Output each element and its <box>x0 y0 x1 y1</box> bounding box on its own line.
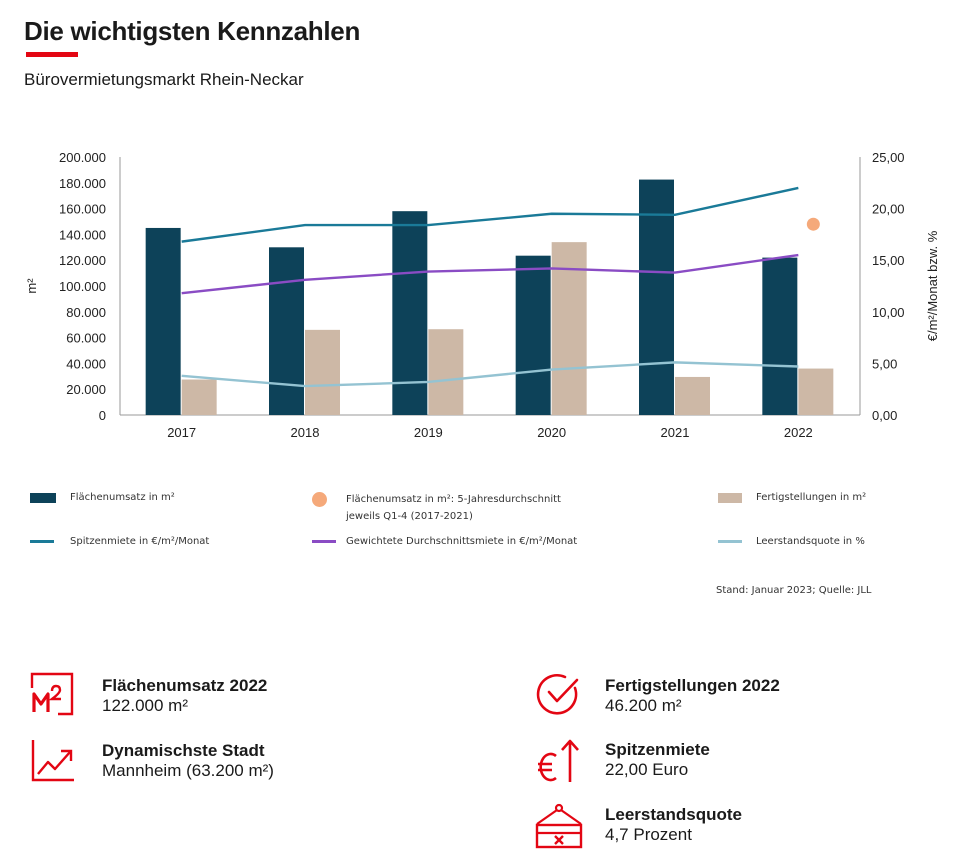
y-tick-label: 60.000 <box>66 331 106 346</box>
y-axis-label: m² <box>24 278 39 294</box>
y2-tick-label: 0,00 <box>872 408 897 423</box>
legend-label-fertigstellungen: Fertigstellungen in m² <box>756 492 867 503</box>
bar-flaechenumsatz <box>269 247 304 415</box>
y2-tick-label: 10,00 <box>872 305 905 320</box>
legend-swatch-avg <box>312 492 327 507</box>
y-tick-label: 20.000 <box>66 382 106 397</box>
bar-fertigstellungen <box>428 329 464 415</box>
kpi-value: 122.000 m² <box>102 696 188 715</box>
line-spitzenmiete <box>181 186 799 243</box>
bar-fertigstellungen <box>181 379 217 415</box>
legend-swatch-leerstandsquote <box>718 540 742 543</box>
y2-tick-label: 20,00 <box>872 202 905 217</box>
y2-tick-label: 15,00 <box>872 253 905 268</box>
y-tick-label: 160.000 <box>59 202 106 217</box>
page-subtitle: Bürovermietungsmarkt Rhein-Neckar <box>24 70 304 89</box>
kpi-value: 4,7 Prozent <box>605 825 692 844</box>
legend-label-spitzenmiete: Spitzenmiete in €/m²/Monat <box>70 536 210 547</box>
kpi-label: Flächenumsatz 2022 <box>102 676 268 695</box>
source-note: Stand: Januar 2023; Quelle: JLL <box>716 585 872 596</box>
kpi-label: Spitzenmiete <box>605 740 710 759</box>
x-tick-label: 2019 <box>414 425 443 440</box>
y-tick-label: 200.000 <box>59 150 106 165</box>
bar-flaechenumsatz <box>392 211 428 415</box>
x-tick-label: 2020 <box>537 425 566 440</box>
bar-fertigstellungen <box>798 368 834 415</box>
line-durchschnittsmiete <box>181 253 799 295</box>
legend-swatch-spitzenmiete <box>30 540 54 543</box>
check-circle-icon <box>536 673 579 715</box>
combo-chart: 0 20.000 40.000 60.000 80.000 100.000 120.000 1… <box>24 150 940 440</box>
line-leerstandsquote <box>181 361 799 388</box>
kpi-value: Mannheim (63.200 m²) <box>102 761 274 780</box>
y-tick-label: 80.000 <box>66 305 106 320</box>
trend-up-icon <box>31 740 74 782</box>
title-accent-bar <box>26 52 78 57</box>
y-tick-label: 180.000 <box>59 176 106 191</box>
kpi-label: Fertigstellungen 2022 <box>605 676 780 695</box>
legend-swatch-flaechenumsatz <box>30 493 56 503</box>
kpi-value: 22,00 Euro <box>605 760 689 779</box>
legend-label-avg-line2: jeweils Q1-4 (2017-2021) <box>346 511 473 522</box>
legend-label-leerstandsquote: Leerstandsquote in % <box>756 536 865 547</box>
kpi-label: Leerstandsquote <box>605 805 742 824</box>
kpi-value: 46.200 m² <box>605 696 682 715</box>
y-tick-label: 120.000 <box>59 253 106 268</box>
y-tick-label: 40.000 <box>66 356 106 371</box>
x-tick-label: 2018 <box>291 425 320 440</box>
point-5-jahresdurchschnitt <box>806 217 820 231</box>
x-tick-label: 2017 <box>167 425 196 440</box>
bar-flaechenumsatz <box>762 257 798 415</box>
x-tick-label: 2022 <box>784 425 813 440</box>
bar-flaechenumsatz <box>639 179 674 415</box>
m2-icon <box>30 672 74 716</box>
legend-swatch-fertigstellungen <box>718 493 742 503</box>
y-tick-label: 0 <box>99 408 106 423</box>
legend-swatch-durchschnittsmiete <box>312 540 336 543</box>
bar-fertigstellungen <box>551 242 587 415</box>
y-tick-label: 140.000 <box>59 227 106 242</box>
bar-fertigstellungen <box>675 376 710 415</box>
y2-axis-label: €/m²/Monat bzw. % <box>925 230 940 341</box>
page-title: Die wichtigsten Kennzahlen <box>24 16 361 46</box>
kpi-label: Dynamischste Stadt <box>102 741 265 760</box>
bar-flaechenumsatz <box>515 255 551 415</box>
bar-flaechenumsatz <box>145 227 181 415</box>
legend-label-flaechenumsatz: Flächenumsatz in m² <box>70 492 175 503</box>
x-tick-label: 2021 <box>661 425 690 440</box>
vacancy-sign-icon <box>535 803 583 849</box>
y2-tick-label: 25,00 <box>872 150 905 165</box>
bar-fertigstellungen <box>305 329 340 415</box>
legend-label-avg-line1: Flächenumsatz in m²: 5-Jahresdurchschnit… <box>346 494 561 505</box>
legend-label-durchschnittsmiete: Gewichtete Durchschnittsmiete in €/m²/Mo… <box>346 536 578 547</box>
euro-up-icon <box>538 739 579 782</box>
y-tick-label: 100.000 <box>59 279 106 294</box>
y2-tick-label: 5,00 <box>872 356 897 371</box>
